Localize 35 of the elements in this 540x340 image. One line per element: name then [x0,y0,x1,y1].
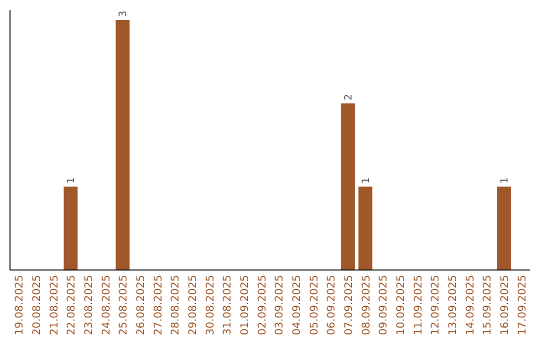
x-tick-label: 08.09.2025 [360,275,372,336]
x-tick-label: 07.09.2025 [343,275,355,336]
data-label: 1 [500,177,510,184]
x-tick-label: 19.08.2025 [14,275,26,336]
x-tick-label: 05.09.2025 [308,275,320,336]
x-tick-label: 23.08.2025 [83,275,95,336]
x-tick-label: 13.09.2025 [447,275,459,336]
data-label: 1 [360,177,372,184]
x-tick-label: 16.09.2025 [499,275,511,336]
x-tick-label: 14.09.2025 [464,275,476,336]
x-tick-label: 06.09.2025 [326,275,338,336]
x-tick-label: 27.08.2025 [152,275,164,336]
x-tick-label: 12.09.2025 [430,275,442,336]
x-tick-label: 21.08.2025 [48,275,60,336]
x-tick-label: 10.09.2025 [395,275,407,336]
x-tick-label: 15.09.2025 [482,275,494,336]
data-label: 3 [118,10,130,17]
x-tick-label: 20.08.2025 [31,275,43,336]
x-tick-label: 02.09.2025 [256,275,268,336]
x-tick-label: 11.09.2025 [412,275,424,336]
x-tick-label: 24.08.2025 [100,275,112,336]
x-tick-label: 29.08.2025 [187,275,199,336]
x-tick-label: 31.08.2025 [222,275,234,336]
x-tick-label: 03.09.2025 [274,275,286,336]
x-tick-label: 28.08.2025 [170,275,182,336]
x-tick-label: 01.09.2025 [239,275,251,336]
x-tick-label: 22.08.2025 [66,275,78,336]
x-tick-label: 17.09.2025 [516,275,528,336]
x-tick-label: 30.08.2025 [204,275,216,336]
x-tick-label: 09.09.2025 [378,275,390,336]
x-tick-label: 25.08.2025 [118,275,130,336]
x-tick-label: 04.09.2025 [291,275,303,336]
data-label: 1 [66,177,78,184]
data-label: 2 [344,94,354,100]
x-tick-label: 26.08.2025 [135,275,147,336]
